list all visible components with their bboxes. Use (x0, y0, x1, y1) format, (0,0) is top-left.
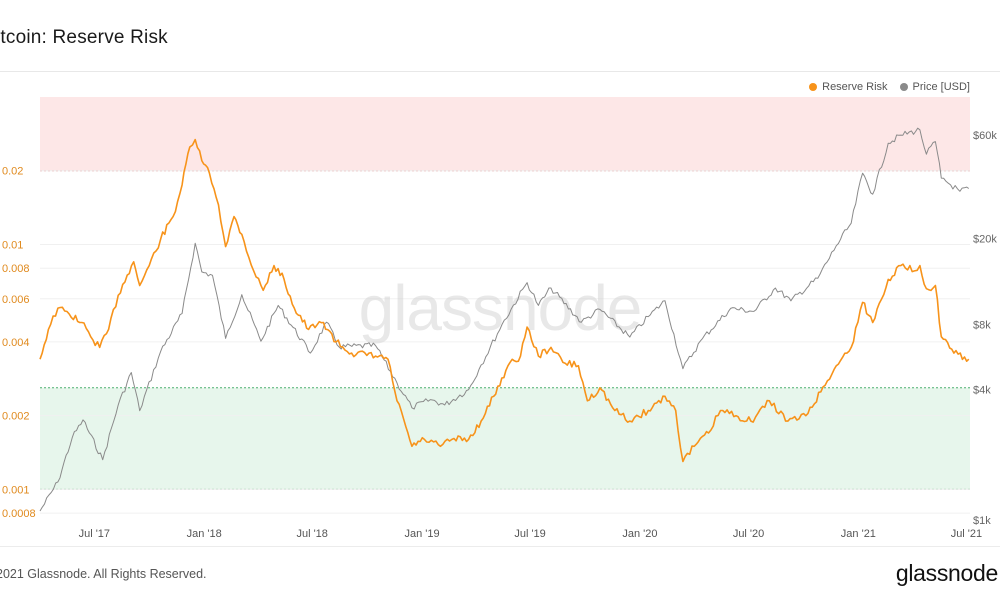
y-right-tick-label: $8k (973, 320, 991, 332)
price-usd-line (39, 127, 970, 512)
y-right-tick-label: $60k (973, 130, 997, 142)
y-left-tick-label: 0.001 (2, 484, 30, 496)
y-left-tick-label: 0.004 (2, 337, 30, 349)
y-right-tick-label: $20k (973, 233, 997, 245)
legend-dot-price (899, 83, 908, 91)
y-right-tick-label: $4k (973, 385, 991, 397)
y-left-tick-label: 0.002 (2, 411, 30, 423)
high-risk-zone (40, 97, 970, 171)
footer-divider (0, 546, 1000, 547)
x-tick-label: Jan '20 (622, 528, 657, 540)
copyright-text: 2021 Glassnode. All Rights Reserved. (0, 567, 207, 581)
x-tick-label: Jan '19 (404, 528, 439, 540)
y-left-tick-label: 0.01 (2, 239, 23, 251)
reserve-risk-line (39, 138, 970, 463)
watermark-text: glassnode (359, 272, 642, 344)
glassnode-logo: glassnode (895, 560, 998, 586)
legend-item-price[interactable]: Price [USD] (899, 81, 970, 93)
y-left-tick-label: 0.006 (2, 294, 30, 306)
x-tick-label: Jul '17 (79, 528, 110, 540)
low-risk-zone (40, 387, 970, 490)
x-tick-label: Jul '20 (733, 528, 764, 540)
header-divider (0, 71, 1000, 72)
legend-label-price: Price [USD] (912, 81, 970, 93)
y-left-tick-label: 0.0008 (2, 508, 36, 520)
x-tick-label: Jan '18 (187, 528, 222, 540)
x-tick-label: Jan '21 (841, 528, 876, 540)
x-tick-label: Jul '19 (514, 528, 545, 540)
y-left-tick-label: 0.008 (2, 263, 30, 275)
y-left-tick-label: 0.02 (2, 166, 23, 178)
legend-item-reserve-risk[interactable]: Reserve Risk (809, 81, 888, 93)
y-right-tick-label: $1k (973, 515, 991, 527)
x-tick-label: Jul '21 (951, 528, 982, 540)
chart-legend: Reserve Risk Price [USD] (809, 81, 970, 93)
legend-label-reserve-risk: Reserve Risk (822, 81, 888, 93)
page-title: itcoin: Reserve Risk (0, 27, 168, 48)
legend-dot-reserve-risk (809, 83, 818, 91)
x-tick-label: Jul '18 (296, 528, 327, 540)
